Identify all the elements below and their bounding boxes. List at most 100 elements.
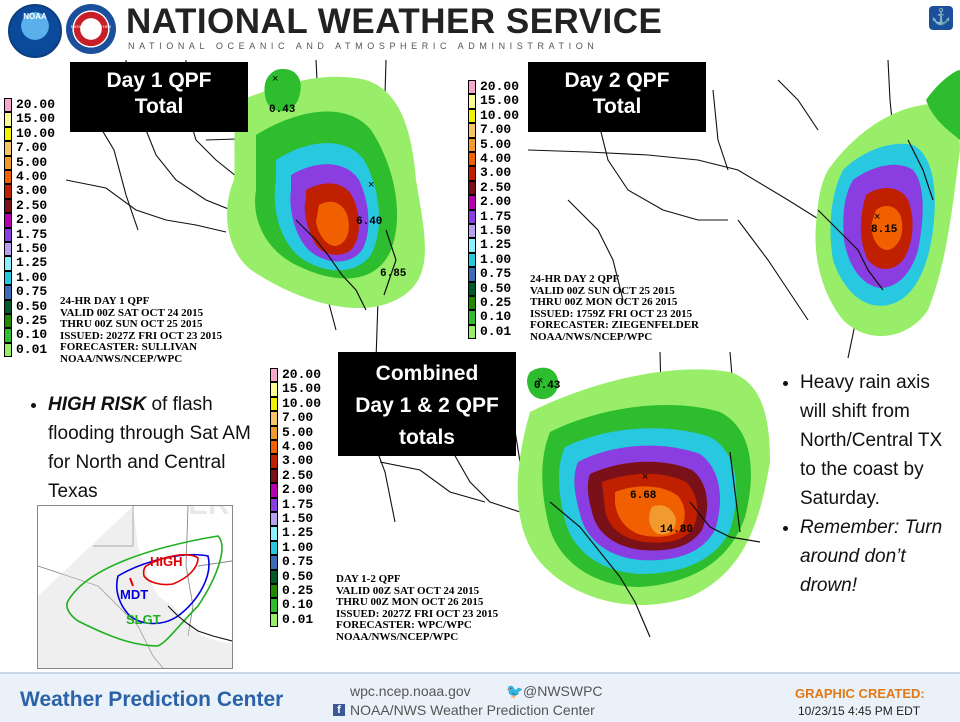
legend-value: 2.00 [16,212,48,228]
legend-swatch [4,242,12,257]
legend-value: 0.75 [480,266,512,282]
risk-label-mdt: MDT [120,587,148,602]
meta-line: THRU 00Z SUN OCT 25 2015 [60,318,203,331]
nws-logo: NATIONAL WEATHER SERVICE [66,4,116,54]
legend-value: 1.50 [480,223,512,238]
meta-line: FORECASTER: SULLIVAN [60,341,198,354]
day1-max-value-2: 6.40 [356,216,382,228]
legend-swatch [468,296,476,311]
legend-value: 1.25 [282,525,314,541]
legend-value: 0.50 [282,568,314,584]
combined-legend: 20.00 15.00 10.00 7.00 5.00 4.00 3.00 2.50 2.00 1… [270,367,321,638]
legend-swatch [468,281,476,296]
legend-swatch [270,454,278,469]
legend-value: 2.50 [16,197,48,213]
legend-swatch [4,270,12,286]
noaa-logo: NOAA [8,4,62,58]
legend-swatch [270,612,278,628]
combined-max-value-2: 6.68 [630,490,657,502]
legend-swatch [4,198,12,214]
legend-value: 0.25 [282,583,314,598]
day2-qpf-map: × 8.15 [528,60,960,358]
meta-line: 24-HR DAY 2 QPF [530,273,620,285]
meta-line: THRU 00Z MON OCT 26 2015 [336,596,484,609]
legend-value: 1.50 [16,241,48,256]
legend-swatch [4,112,12,127]
legend-swatch [4,170,12,185]
twitter-link[interactable]: @NWSWPC [523,683,603,699]
meta-line: DAY 1-2 QPF [336,573,401,585]
legend-swatch [4,98,12,113]
legend-swatch [468,238,476,253]
day2-legend: 20.00 15.00 10.00 7.00 5.00 4.00 3.00 2.50 2.00 1… [468,79,519,350]
combined-qpf-map: × 0.43 × 6.68 14.80 [290,352,770,640]
header: NOAA NATIONAL WEATHER SERVICE NATIONAL W… [0,0,960,58]
legend-value: 10.00 [16,125,56,141]
legend-value: 4.00 [480,151,512,166]
website-link[interactable]: wpc.ncep.noaa.gov [350,683,471,699]
turn-around-text: Remember: Turn around don’t drown! [800,517,943,596]
legend-swatch [468,180,476,196]
day1-max-value-3: 6.85 [380,268,407,280]
risk-arrow-icon [129,577,134,587]
legend-swatch [4,155,12,170]
legend-value: 2.00 [480,194,512,210]
doc-emblem-icon: ⚓ [929,6,953,30]
high-risk-bullet: HIGH RISK of flash flooding through Sat … [48,390,258,506]
nws-logo-text: NATIONAL WEATHER SERVICE [70,24,112,34]
day1-max-x2: × [368,179,374,191]
legend-swatch [270,440,278,455]
legend-swatch [4,314,12,329]
legend-swatch [468,80,476,95]
meta-line: NOAA/NWS/NCEP/WPC [530,330,653,343]
legend-swatch [4,256,12,271]
legend-value: 0.10 [480,309,512,325]
legend-swatch [468,108,476,124]
legend-swatch [4,141,12,156]
legend-swatch [270,584,278,599]
legend-value: 3.00 [480,165,512,181]
legend-swatch [270,540,278,556]
combined-max-value-3: 14.80 [660,524,693,536]
legend-value: 1.25 [480,237,512,253]
combined-title-line3: totals [398,426,455,449]
legend-value: 0.25 [16,313,48,328]
legend-swatch [4,184,12,199]
legend-swatch [468,209,476,224]
day1-max-value-1: 0.43 [269,104,296,116]
legend-swatch [4,126,12,142]
meta-line: VALID 00Z SAT OCT 24 2015 [60,306,204,319]
legend-value: 4.00 [16,169,48,184]
legend-value: 20.00 [282,367,322,382]
legend-swatch [270,526,278,541]
legend-value: 0.10 [282,597,314,613]
legend-value: 7.00 [282,410,314,426]
day1-meta: 24-HR DAY 1 QPF VALID 00Z SAT OCT 24 2015… [60,295,222,366]
facebook-link[interactable]: NOAA/NWS Weather Prediction Center [350,702,595,718]
day2-max-value: 8.15 [871,224,898,236]
legend-value: 1.75 [282,496,314,512]
legend-swatch [4,328,12,343]
legend-swatch [4,342,12,358]
day1-title-line1: Day 1 QPF [106,69,212,92]
page-subtitle: NATIONAL OCEANIC AND ATMOSPHERIC ADMINIS… [128,41,599,51]
legend-swatch [4,299,12,314]
legend-value: 2.50 [480,179,512,195]
combined-title-line1: Combined [375,362,479,385]
legend-swatch [270,483,278,498]
legend-value: 0.75 [16,284,48,300]
legend-value: 1.25 [16,255,48,271]
turn-around-bullet: Remember: Turn around don’t drown! [800,513,952,600]
day2-title-line1: Day 2 QPF [564,69,670,92]
legend-swatch [468,166,476,181]
legend-swatch [468,224,476,239]
legend-value: 5.00 [282,424,314,440]
combined-title-line2: Day 1 & 2 QPF [355,394,499,417]
day1-legend: 20.00 15.00 10.00 7.00 5.00 4.00 3.00 2.50 2.00 1… [4,97,55,368]
created-date: 10/23/15 4:45 PM EDT [798,704,921,718]
legend-value: 1.50 [282,511,314,526]
day2-max-x: × [874,211,880,223]
legend-value: 2.50 [282,467,314,483]
legend-value: 0.50 [480,280,512,296]
combined-max-value-1: 0.43 [534,380,561,392]
